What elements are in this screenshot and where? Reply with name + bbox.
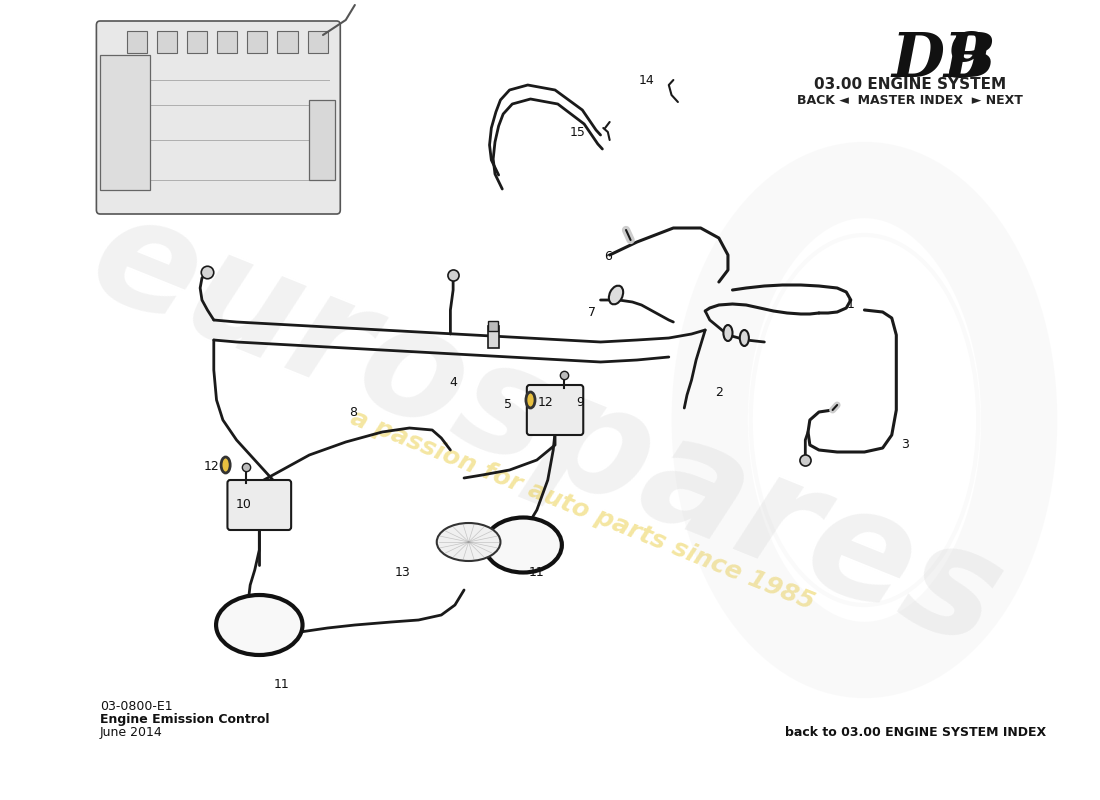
Bar [309,100,334,180]
Bar [277,31,297,53]
Bar [157,31,177,53]
Text: 10: 10 [235,498,252,511]
Bar [308,31,328,53]
Text: 4: 4 [449,377,458,390]
Text: 14: 14 [638,74,653,86]
Text: a passion for auto parts since 1985: a passion for auto parts since 1985 [346,406,817,614]
Bar [128,31,147,53]
Text: 03.00 ENGINE SYSTEM: 03.00 ENGINE SYSTEM [814,77,1006,92]
Text: 8: 8 [349,406,358,418]
Text: 12: 12 [204,461,219,474]
Text: 9: 9 [946,30,989,90]
Ellipse shape [740,330,749,346]
Text: 13: 13 [394,566,410,578]
FancyBboxPatch shape [97,21,340,214]
FancyBboxPatch shape [527,385,583,435]
Text: 2: 2 [715,386,723,399]
Text: Engine Emission Control: Engine Emission Control [100,713,270,726]
Bar [100,55,150,190]
Text: DB: DB [892,30,997,90]
Ellipse shape [724,325,733,341]
Text: 7: 7 [588,306,596,318]
Text: 5: 5 [504,398,512,411]
Ellipse shape [216,595,302,655]
Text: 11: 11 [529,566,544,578]
Text: BACK ◄  MASTER INDEX  ► NEXT: BACK ◄ MASTER INDEX ► NEXT [798,94,1023,107]
Ellipse shape [526,392,535,408]
Text: 11: 11 [274,678,290,691]
Text: 1: 1 [847,298,855,311]
Ellipse shape [437,523,501,561]
Ellipse shape [221,457,230,473]
Text: 03-0800-E1: 03-0800-E1 [100,700,173,713]
Text: back to 03.00 ENGINE SYSTEM INDEX: back to 03.00 ENGINE SYSTEM INDEX [785,726,1046,739]
Text: 12: 12 [538,395,553,409]
Text: 9: 9 [576,397,584,410]
Text: 15: 15 [570,126,585,138]
Bar [218,31,238,53]
Bar [248,31,267,53]
Text: June 2014: June 2014 [100,726,163,739]
Bar [187,31,208,53]
Ellipse shape [609,286,624,304]
Text: 3: 3 [902,438,910,451]
Bar [487,326,498,348]
Text: eurospares: eurospares [70,180,1022,680]
Text: 6: 6 [604,250,612,263]
FancyBboxPatch shape [228,480,292,530]
Ellipse shape [484,518,562,573]
